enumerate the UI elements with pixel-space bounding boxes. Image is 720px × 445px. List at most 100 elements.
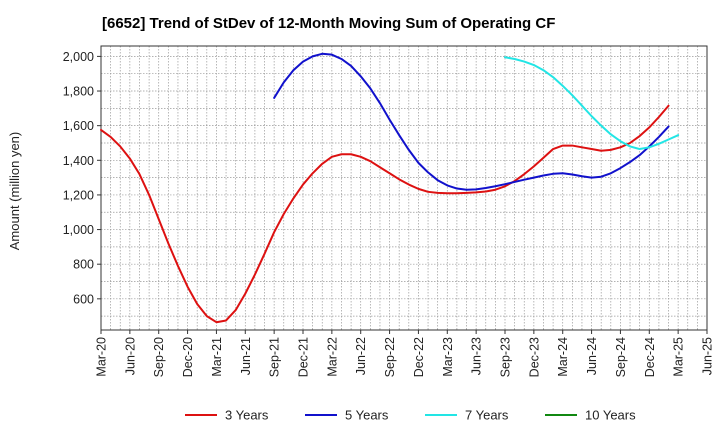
data-point [187, 286, 189, 288]
y-tick-label: 1,000 [63, 223, 94, 237]
data-point [668, 126, 670, 128]
data-point [581, 146, 583, 148]
series-line-7-years [504, 56, 680, 151]
data-point [571, 94, 573, 96]
x-tick-label: Dec-23 [527, 337, 541, 377]
data-point [639, 148, 641, 150]
x-tick-label: Jun-25 [701, 337, 715, 375]
data-point [360, 75, 362, 77]
data-point [533, 165, 535, 167]
data-point [350, 65, 352, 67]
data-point [475, 191, 477, 193]
x-tick-label: Jun-24 [585, 337, 599, 375]
data-point [504, 185, 506, 187]
data-point [408, 184, 410, 186]
data-point [437, 179, 439, 181]
x-tick-labels: Mar-20 Jun-20 Sep-20 Dec-20 Mar-21 Jun-21 Sep-… [95, 330, 715, 377]
data-point [466, 189, 468, 191]
data-point [369, 160, 371, 162]
data-point [668, 139, 670, 141]
x-tick-label: Dec-20 [181, 337, 195, 377]
data-point [610, 149, 612, 151]
x-tick-label: Dec-22 [412, 337, 426, 377]
data-point [340, 58, 342, 60]
data-point [494, 189, 496, 191]
data-point [629, 145, 631, 147]
data-point [331, 156, 333, 158]
data-point [302, 61, 304, 63]
data-point [350, 153, 352, 155]
data-point [523, 173, 525, 175]
legend-label: 10 Years [585, 408, 636, 423]
data-point [158, 218, 160, 220]
data-point [283, 81, 285, 83]
data-point [235, 309, 237, 311]
x-tick-label: Jun-21 [239, 337, 253, 375]
data-point [600, 176, 602, 178]
x-tick-label: Jun-20 [123, 337, 137, 375]
data-point [629, 161, 631, 163]
data-point [523, 61, 525, 63]
data-point [610, 133, 612, 135]
data-point [504, 56, 506, 58]
data-point [389, 172, 391, 174]
data-point [167, 242, 169, 244]
data-point [677, 134, 679, 136]
x-tick-label: Mar-20 [95, 337, 109, 377]
data-point [552, 148, 554, 150]
data-point [321, 53, 323, 55]
data-point [292, 69, 294, 71]
data-point [138, 173, 140, 175]
series-line-3-years [100, 104, 670, 324]
y-tick-label: 1,200 [63, 188, 94, 202]
legend: 3 Years 5 Years 7 Years 10 Years [185, 408, 636, 423]
data-point [379, 102, 381, 104]
data-point [331, 54, 333, 56]
data-point [312, 172, 314, 174]
y-tick-label: 1,400 [63, 154, 94, 168]
data-point [562, 145, 564, 147]
data-point [302, 184, 304, 186]
y-tick-labels: 600 800 1,000 1,200 1,400 1,600 1,800 2,000 [63, 50, 101, 306]
data-point [369, 87, 371, 89]
x-tick-label: Dec-21 [297, 337, 311, 377]
data-point [658, 143, 660, 145]
data-point [591, 115, 593, 117]
data-point [619, 167, 621, 169]
x-tick-label: Mar-23 [441, 337, 455, 377]
data-point [206, 315, 208, 317]
data-point [514, 58, 516, 60]
data-point [427, 171, 429, 173]
data-point [542, 69, 544, 71]
data-point [552, 76, 554, 78]
data-point [466, 192, 468, 194]
data-point [196, 303, 198, 305]
data-point [273, 97, 275, 99]
x-tick-label: Jun-22 [354, 337, 368, 375]
data-point [639, 135, 641, 137]
chart-title: [6652] Trend of StDev of 12-Month Moving… [102, 15, 555, 32]
data-point [379, 166, 381, 168]
data-point [225, 319, 227, 321]
data-point [437, 192, 439, 194]
data-point [494, 185, 496, 187]
data-point [273, 231, 275, 233]
data-point [100, 129, 102, 131]
data-point [591, 148, 593, 150]
x-tick-label: Sep-23 [499, 337, 513, 377]
data-point [600, 150, 602, 152]
data-point [648, 126, 650, 128]
data-point [581, 175, 583, 177]
data-point [148, 194, 150, 196]
data-point [264, 253, 266, 255]
data-point [456, 188, 458, 190]
legend-label: 3 Years [225, 408, 269, 423]
data-point [514, 181, 516, 183]
data-point [389, 119, 391, 121]
data-point [542, 157, 544, 159]
data-point [417, 188, 419, 190]
x-tick-label: Sep-24 [614, 337, 628, 377]
data-point [562, 85, 564, 87]
data-point [456, 192, 458, 194]
